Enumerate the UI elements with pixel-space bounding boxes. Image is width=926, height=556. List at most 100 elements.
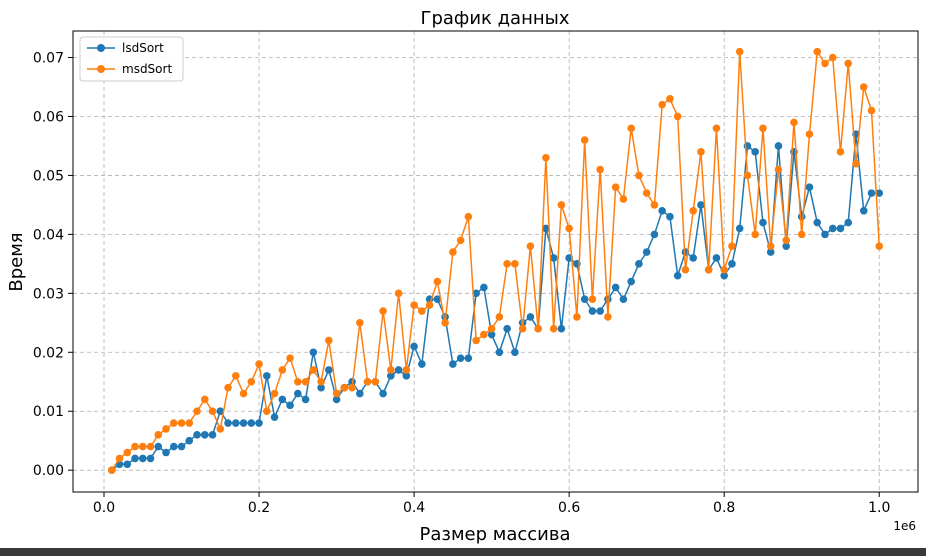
data-point-msdsort <box>131 442 139 451</box>
data-point-msdsort <box>340 383 349 392</box>
series-line-lsdsort <box>111 133 880 471</box>
x-tick-label: 0.2 <box>248 500 270 516</box>
data-point-lsdsort <box>294 389 302 398</box>
data-point-msdsort <box>387 366 395 374</box>
data-point-lsdsort <box>689 254 697 262</box>
data-point-msdsort <box>138 442 147 451</box>
y-tick-label: 0.06 <box>33 109 64 125</box>
data-point-lsdsort <box>635 260 643 268</box>
data-point-msdsort <box>379 307 387 315</box>
data-point-msdsort <box>518 324 527 333</box>
data-point-msdsort <box>673 112 682 121</box>
data-point-msdsort <box>542 153 550 162</box>
data-point-msdsort <box>309 366 318 374</box>
legend-label-msdsort: msdSort <box>122 62 172 76</box>
y-tick-label: 0.04 <box>33 227 64 243</box>
data-point-lsdsort <box>208 431 217 439</box>
data-point-msdsort <box>348 383 356 392</box>
data-point-msdsort <box>797 230 806 239</box>
data-point-msdsort <box>224 383 232 392</box>
data-point-lsdsort <box>433 295 442 304</box>
data-point-msdsort <box>356 319 364 327</box>
data-point-lsdsort <box>332 395 341 404</box>
data-point-msdsort <box>588 295 597 304</box>
data-point-lsdsort <box>673 271 682 280</box>
data-point-lsdsort <box>449 360 457 368</box>
y-tick-label: 0.00 <box>33 463 64 479</box>
data-point-msdsort <box>433 277 442 286</box>
data-point-lsdsort <box>697 201 705 209</box>
data-point-msdsort <box>301 377 310 386</box>
y-tick-label: 0.01 <box>33 404 64 420</box>
data-point-msdsort <box>580 136 589 144</box>
legend-marker-msdsort <box>97 65 105 73</box>
data-point-msdsort <box>689 207 697 215</box>
data-point-msdsort <box>596 165 604 174</box>
x-tick-label: 0.6 <box>558 500 580 516</box>
data-point-lsdsort <box>255 419 263 427</box>
data-point-msdsort <box>666 94 674 103</box>
data-point-msdsort <box>549 324 558 333</box>
data-point-lsdsort <box>751 148 760 156</box>
data-point-lsdsort <box>193 431 201 439</box>
data-point-msdsort <box>371 377 380 386</box>
data-point-lsdsort <box>138 454 147 463</box>
data-point-msdsort <box>270 389 279 398</box>
data-point-msdsort <box>774 165 783 174</box>
y-axis-label: Время <box>6 232 27 291</box>
data-point-lsdsort <box>712 254 721 262</box>
data-point-msdsort <box>658 100 666 109</box>
data-point-lsdsort <box>131 454 139 463</box>
data-point-lsdsort <box>379 389 387 398</box>
data-point-msdsort <box>642 189 651 197</box>
data-point-msdsort <box>828 53 837 62</box>
data-point-lsdsort <box>836 224 845 233</box>
data-point-msdsort <box>604 313 612 321</box>
data-point-lsdsort <box>511 348 519 357</box>
data-point-msdsort <box>325 336 333 345</box>
data-point-msdsort <box>216 425 225 433</box>
series-lsdsort <box>107 130 884 474</box>
data-point-lsdsort <box>611 283 620 292</box>
data-point-msdsort <box>255 360 263 368</box>
data-point-lsdsort <box>177 442 186 451</box>
data-point-msdsort <box>650 201 659 209</box>
data-point-msdsort <box>200 395 209 404</box>
data-point-lsdsort <box>627 277 635 286</box>
data-point-msdsort <box>720 265 728 274</box>
data-point-msdsort <box>317 377 325 386</box>
data-point-msdsort <box>836 148 845 156</box>
data-point-lsdsort <box>231 419 240 427</box>
data-point-msdsort <box>844 59 853 68</box>
data-point-msdsort <box>239 389 248 398</box>
data-point-lsdsort <box>480 283 488 292</box>
data-point-msdsort <box>759 124 767 133</box>
data-point-lsdsort <box>495 348 504 357</box>
data-point-msdsort <box>449 248 457 256</box>
data-point-lsdsort <box>286 401 294 410</box>
data-point-lsdsort <box>828 224 837 233</box>
data-point-lsdsort <box>875 189 884 197</box>
data-point-lsdsort <box>658 207 666 215</box>
data-point-msdsort <box>511 260 519 268</box>
data-point-msdsort <box>782 236 791 245</box>
data-point-msdsort <box>526 242 535 250</box>
data-point-msdsort <box>123 448 132 457</box>
data-point-msdsort <box>193 407 201 416</box>
data-point-lsdsort <box>146 454 155 463</box>
data-point-msdsort <box>418 307 426 315</box>
data-point-msdsort <box>294 377 302 386</box>
legend: lsdSort msdSort <box>79 36 184 82</box>
data-point-lsdsort <box>720 271 728 280</box>
data-point-lsdsort <box>596 307 604 315</box>
data-point-lsdsort <box>154 442 163 451</box>
data-point-msdsort <box>107 466 116 474</box>
data-point-msdsort <box>472 336 480 345</box>
x-offset-label: 1e6 <box>893 519 916 533</box>
data-point-msdsort <box>146 442 155 451</box>
y-tick-label: 0.05 <box>33 168 64 184</box>
data-point-msdsort <box>456 236 465 245</box>
data-point-msdsort <box>115 454 124 463</box>
data-point-lsdsort <box>588 307 597 315</box>
data-point-lsdsort <box>472 289 480 298</box>
